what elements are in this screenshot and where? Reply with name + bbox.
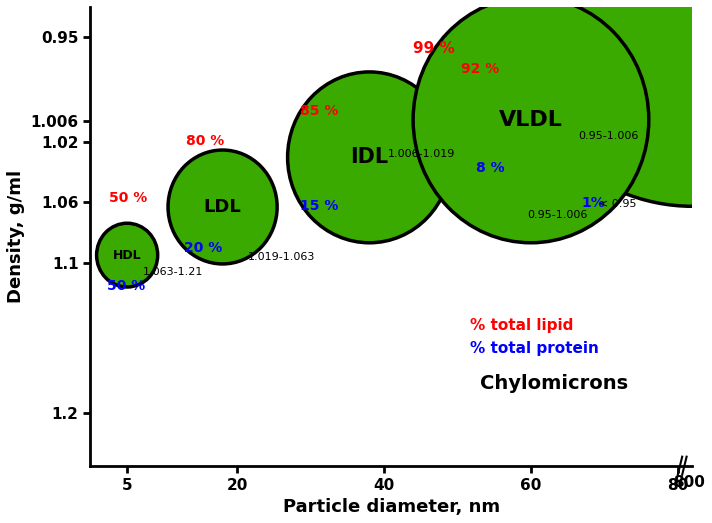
Ellipse shape (168, 150, 277, 264)
Text: Chylomicrons: Chylomicrons (480, 373, 628, 393)
Ellipse shape (97, 223, 157, 287)
Text: IDL: IDL (350, 147, 389, 167)
Text: 20 %: 20 % (184, 241, 223, 255)
Text: 0.95-1.006: 0.95-1.006 (579, 131, 639, 141)
Text: 8 %: 8 % (476, 162, 505, 175)
Text: 80 %: 80 % (186, 134, 224, 149)
Text: 50 %: 50 % (109, 191, 147, 206)
Text: 1.019-1.063: 1.019-1.063 (248, 252, 315, 262)
Text: 800: 800 (673, 475, 705, 490)
Text: 50 %: 50 % (107, 279, 145, 293)
X-axis label: Particle diameter, nm: Particle diameter, nm (283, 498, 500, 516)
Text: HDL: HDL (112, 248, 142, 262)
Text: LDL: LDL (204, 198, 241, 216)
Text: 1.006-1.019: 1.006-1.019 (388, 150, 455, 160)
Text: 1.063-1.21: 1.063-1.21 (143, 267, 204, 277)
Ellipse shape (413, 0, 649, 243)
Y-axis label: Density, g/ml: Density, g/ml (7, 170, 25, 303)
Text: 85 %: 85 % (300, 104, 338, 118)
Text: % total lipid: % total lipid (470, 319, 573, 333)
Text: 0.95-1.006: 0.95-1.006 (527, 210, 587, 220)
Ellipse shape (501, 0, 712, 206)
Text: < 0.95: < 0.95 (600, 199, 637, 209)
Text: 99 %: 99 % (413, 41, 454, 56)
Text: VLDL: VLDL (499, 110, 563, 130)
Text: 15 %: 15 % (300, 199, 338, 213)
Text: 92 %: 92 % (461, 62, 499, 76)
Text: % total protein: % total protein (470, 342, 599, 356)
Text: 1%: 1% (581, 196, 605, 210)
Ellipse shape (288, 72, 451, 243)
